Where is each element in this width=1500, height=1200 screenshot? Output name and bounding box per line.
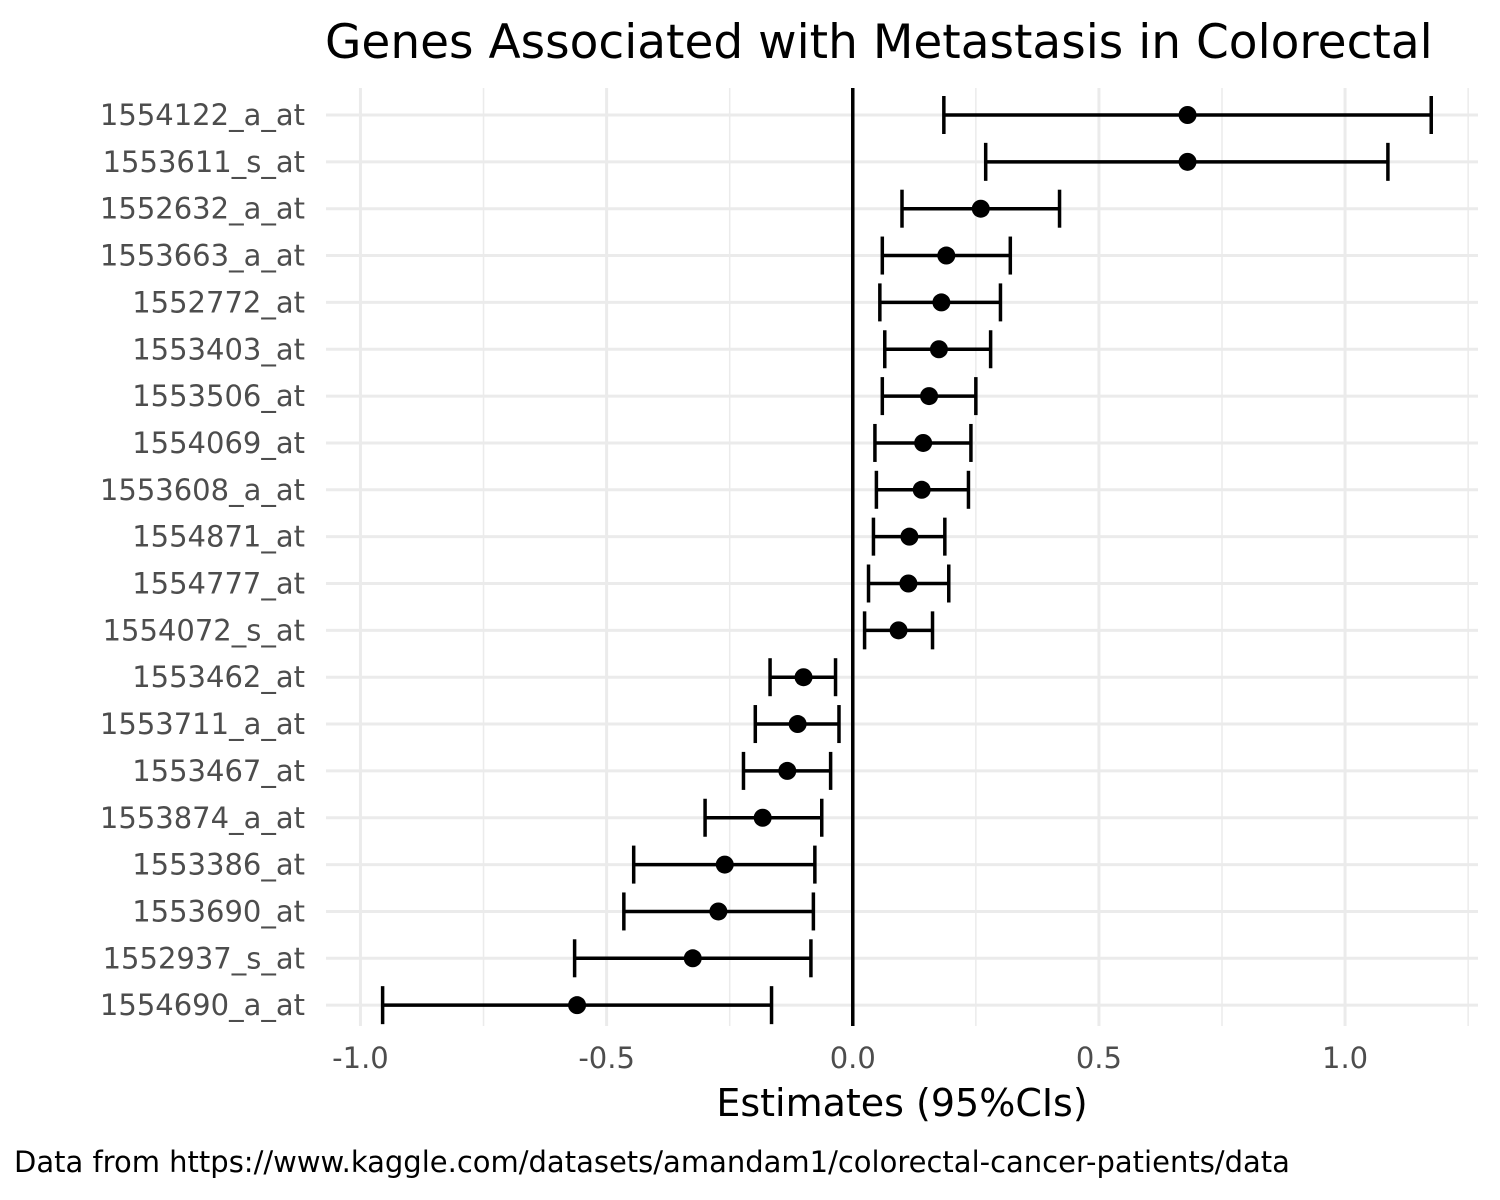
x-tick-label: 1.0	[1322, 1041, 1368, 1075]
y-tick-label: 1553711_a_at	[100, 707, 305, 741]
grid-lines	[326, 88, 1478, 1026]
point-1552772_at	[932, 293, 951, 312]
point-1553506_at	[920, 387, 939, 406]
point-1553608_a_at	[912, 480, 931, 499]
y-tick-label: 1553403_at	[132, 332, 305, 366]
point-1552632_a_at	[971, 199, 990, 218]
point-1554690_a_at	[568, 996, 587, 1015]
x-axis-tick-labels: -1.0 -0.5 0.0 0.5 1.0	[332, 1041, 1368, 1075]
y-tick-label: 1553874_a_at	[100, 801, 305, 835]
y-tick-label: 1553386_at	[132, 848, 305, 882]
point-1553690_at	[709, 902, 728, 921]
point-1554122_a_at	[1178, 106, 1197, 124]
point-1553386_at	[715, 855, 734, 874]
x-tick-label: 0.0	[830, 1041, 876, 1075]
y-tick-label: 1554777_at	[132, 567, 305, 601]
y-tick-label: 1554072_s_at	[103, 613, 305, 647]
y-axis-tick-labels: 1554122_a_at 1553611_s_at 1552632_a_at 1553…	[100, 98, 305, 1022]
confidence-intervals	[380, 96, 1433, 1025]
y-tick-label: 1553690_at	[132, 894, 305, 928]
y-tick-label: 1553608_a_at	[100, 473, 305, 507]
y-tick-label: 1552772_at	[132, 285, 305, 319]
y-tick-label: 1552937_s_at	[103, 941, 305, 975]
point-1554871_at	[900, 527, 919, 546]
y-tick-label: 1553506_at	[132, 379, 305, 413]
x-tick-label: -1.0	[332, 1041, 389, 1075]
point-1553663_a_at	[937, 246, 956, 265]
point-1553467_at	[778, 761, 797, 780]
point-1554069_at	[914, 433, 933, 452]
y-tick-label: 1553462_at	[132, 660, 305, 694]
y-tick-label: 1552632_a_at	[100, 192, 305, 226]
y-tick-label: 1554871_at	[132, 520, 305, 554]
point-1553874_a_at	[753, 808, 772, 827]
x-tick-label: -0.5	[578, 1041, 635, 1075]
x-tick-label: 0.5	[1076, 1041, 1122, 1075]
y-tick-label: 1553611_s_at	[103, 145, 305, 179]
x-axis-label: Estimates (95%CIs)	[716, 1081, 1087, 1125]
y-tick-label: 1554122_a_at	[100, 98, 305, 132]
y-tick-label: 1553663_a_at	[100, 239, 305, 273]
point-1554777_at	[899, 574, 918, 593]
y-tick-label: 1554069_at	[132, 426, 305, 460]
point-1553462_at	[794, 668, 813, 687]
chart-title: Genes Associated with Metastasis in Colo…	[325, 15, 1433, 70]
point-estimates	[568, 106, 1197, 1015]
point-1552937_s_at	[683, 949, 702, 968]
data-source-caption: Data from https://www.kaggle.com/dataset…	[14, 1145, 1290, 1179]
y-tick-label: 1554690_a_at	[100, 988, 305, 1022]
y-tick-label: 1553467_at	[132, 754, 305, 788]
point-1553403_at	[929, 340, 948, 359]
point-1553711_a_at	[788, 715, 807, 734]
point-1554072_s_at	[889, 621, 908, 640]
point-1553611_s_at	[1178, 152, 1197, 171]
